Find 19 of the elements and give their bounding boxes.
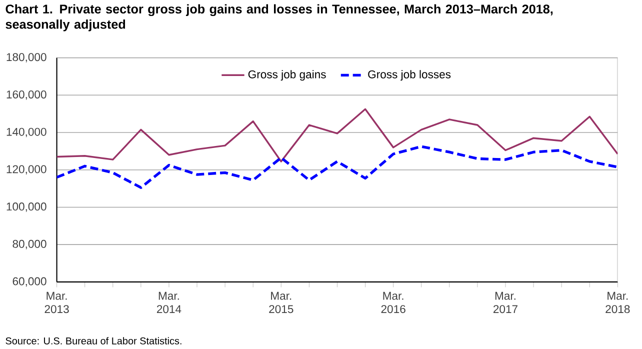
y-tick-label: 160,000 bbox=[6, 90, 46, 100]
line-series bbox=[56, 145, 618, 190]
legend-label: Gross job losses bbox=[368, 70, 451, 81]
y-tick-label: 80,000 bbox=[12, 240, 46, 250]
x-tick-label: Mar. 2018 bbox=[606, 292, 630, 314]
x-tick-label: Mar. 2013 bbox=[44, 292, 69, 314]
x-tick-label: Mar. 2017 bbox=[493, 292, 518, 314]
y-tick-label: 140,000 bbox=[6, 128, 46, 138]
y-tick-label: 120,000 bbox=[6, 165, 46, 175]
y-tick-label: 60,000 bbox=[12, 277, 46, 287]
line-series bbox=[56, 108, 618, 162]
y-tick-label: 100,000 bbox=[6, 202, 46, 212]
y-tick-label: 180,000 bbox=[6, 53, 46, 63]
x-tick-label: Mar. 2016 bbox=[381, 292, 406, 314]
source-note: Source: U.S. Bureau of Labor Statistics. bbox=[6, 337, 182, 345]
x-tick-label: Mar. 2015 bbox=[269, 292, 294, 314]
legend-label: Gross job gains bbox=[248, 70, 326, 81]
chart-title: Chart 1. Private sector gross job gains and losses in Tennessee, March 2013–March 2018, seasonally adjusted bbox=[6, 4, 553, 32]
x-tick-label: Mar. 2014 bbox=[156, 292, 182, 314]
